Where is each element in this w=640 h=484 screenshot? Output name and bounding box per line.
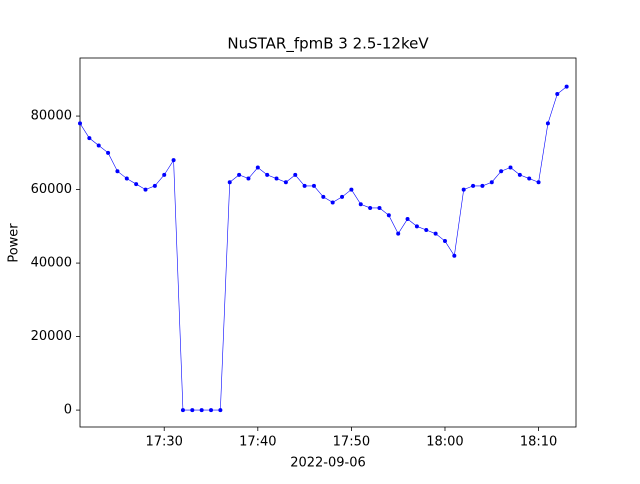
data-point <box>442 239 447 244</box>
data-point <box>508 165 513 170</box>
data-point <box>293 172 298 177</box>
data-point <box>414 224 419 229</box>
data-point <box>209 408 214 413</box>
data-point <box>180 408 185 413</box>
data-point <box>386 213 391 218</box>
data-point <box>162 172 167 177</box>
data-point <box>536 180 541 185</box>
data-point <box>78 121 82 126</box>
x-tick-label: 17:40 <box>239 435 276 450</box>
data-point <box>311 183 316 188</box>
data-point <box>349 187 354 192</box>
data-point <box>255 165 260 170</box>
chart-title: NuSTAR_fpmB 3 2.5-12keV <box>227 35 429 54</box>
data-point <box>171 158 176 163</box>
y-tick-label: 40000 <box>31 256 72 271</box>
data-point <box>489 180 494 185</box>
data-point <box>564 84 569 89</box>
data-point <box>134 182 139 187</box>
data-point <box>283 180 288 185</box>
data-point <box>527 176 532 181</box>
x-axis-label: 2022-09-06 <box>290 456 366 471</box>
y-tick-label: 60000 <box>31 182 72 197</box>
data-point <box>274 176 279 181</box>
data-point <box>265 172 270 177</box>
series-line <box>79 86 567 411</box>
data-point <box>499 169 504 174</box>
data-point <box>321 194 326 199</box>
data-point <box>218 408 223 413</box>
data-point <box>368 205 373 210</box>
data-point <box>227 180 232 185</box>
data-point <box>246 176 251 181</box>
data-point <box>199 408 204 413</box>
data-point <box>340 194 345 199</box>
y-tick-label: 80000 <box>31 109 72 124</box>
x-tick-label: 18:10 <box>520 435 557 450</box>
data-point <box>517 172 522 177</box>
data-point <box>461 187 466 192</box>
data-point <box>471 183 476 188</box>
data-point <box>555 92 560 97</box>
y-tick-label: 0 <box>64 403 72 418</box>
data-point <box>433 231 438 236</box>
y-axis-label: Power <box>7 223 22 263</box>
data-point <box>96 143 101 148</box>
data-point <box>152 183 157 188</box>
data-point <box>405 216 410 221</box>
data-point <box>377 205 382 210</box>
y-tick-label: 20000 <box>31 329 72 344</box>
x-tick-label: 17:50 <box>333 435 370 450</box>
data-point <box>424 228 429 233</box>
data-point <box>87 136 92 141</box>
data-point <box>330 200 335 205</box>
data-point <box>480 183 485 188</box>
x-tick-label: 18:00 <box>426 435 463 450</box>
data-point <box>190 408 195 413</box>
data-point <box>545 121 550 126</box>
data-point <box>115 169 120 174</box>
data-point <box>106 150 111 155</box>
x-tick-label: 17:30 <box>145 435 182 450</box>
plot-frame <box>79 57 577 428</box>
data-point <box>124 176 129 181</box>
data-point <box>143 187 148 192</box>
data-point <box>302 183 307 188</box>
data-point <box>396 231 401 236</box>
data-point <box>452 253 457 258</box>
data-point <box>237 172 242 177</box>
data-point <box>358 202 363 207</box>
